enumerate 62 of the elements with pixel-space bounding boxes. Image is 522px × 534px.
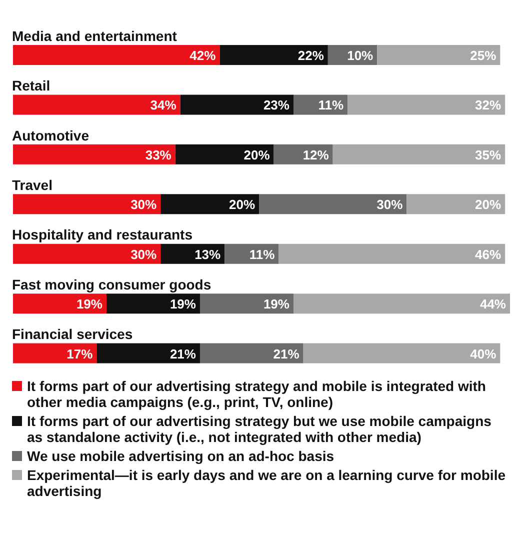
bar bbox=[96, 343, 200, 364]
bar bbox=[180, 94, 294, 115]
bar bbox=[13, 194, 161, 214]
data-label: 32% bbox=[475, 98, 502, 113]
data-label: 22% bbox=[298, 48, 324, 63]
data-label: 12% bbox=[302, 147, 330, 162]
bar bbox=[13, 144, 176, 164]
data-label: 42% bbox=[190, 48, 216, 63]
y-tick-label: Fast moving consumer goods bbox=[12, 276, 212, 292]
data-label: 46% bbox=[475, 246, 502, 262]
data-label: 35% bbox=[475, 147, 502, 162]
data-label: 20% bbox=[244, 147, 270, 162]
bar bbox=[377, 45, 500, 65]
legend-label: It forms part of our advertising strategy and mobile is integrated with other media campaigns (e.g., print, TV, online) bbox=[27, 378, 487, 410]
data-label: 17% bbox=[66, 346, 94, 362]
data-label: 40% bbox=[470, 346, 497, 362]
data-label: 13% bbox=[194, 246, 222, 262]
bar bbox=[13, 343, 97, 364]
data-label: 23% bbox=[263, 98, 290, 113]
data-label: 19% bbox=[263, 296, 290, 312]
y-tick-label: Hospitality and restaurants bbox=[12, 226, 193, 243]
data-label: 21% bbox=[273, 346, 300, 362]
data-label: 33% bbox=[145, 147, 172, 162]
data-label: 20% bbox=[229, 197, 256, 212]
data-label: 11% bbox=[318, 98, 344, 113]
bar bbox=[303, 343, 500, 364]
bar bbox=[220, 45, 328, 65]
bar bbox=[175, 144, 274, 164]
bar bbox=[293, 294, 510, 314]
data-label: 21% bbox=[170, 346, 196, 362]
bar bbox=[200, 294, 294, 314]
data-label: 20% bbox=[475, 197, 502, 212]
bar bbox=[259, 194, 407, 214]
bar bbox=[13, 45, 220, 65]
bar bbox=[406, 194, 506, 214]
bar bbox=[106, 294, 200, 314]
data-label: 34% bbox=[150, 98, 177, 113]
bar bbox=[13, 244, 161, 264]
data-label: 19% bbox=[76, 296, 103, 312]
y-tick-label: Retail bbox=[12, 78, 50, 94]
data-label: 11% bbox=[249, 246, 276, 262]
bar bbox=[13, 94, 180, 115]
data-label: 19% bbox=[170, 296, 196, 312]
bar bbox=[13, 294, 106, 314]
data-label: 30% bbox=[130, 246, 158, 262]
data-label: 10% bbox=[347, 48, 374, 63]
bar bbox=[200, 343, 304, 364]
bar bbox=[160, 194, 260, 214]
legend-label: It forms part of our advertising strategy but we use mobile campaigns as standalone activity (i.e., not integrated with other media) bbox=[27, 413, 492, 445]
data-label: 30% bbox=[130, 197, 158, 212]
y-tick-label: Financial services bbox=[12, 326, 133, 342]
legend-label: Experimental—it is early days and we are on a learning curve for mobile advertising bbox=[27, 467, 507, 499]
data-label: 44% bbox=[480, 296, 506, 312]
legend-label: We use mobile advertising on an ad-hoc basis bbox=[27, 448, 334, 464]
bar bbox=[332, 144, 506, 164]
data-label: 25% bbox=[470, 48, 497, 63]
bar bbox=[348, 94, 506, 115]
y-tick-label: Automotive bbox=[12, 127, 90, 144]
data-label: 30% bbox=[376, 197, 404, 212]
y-tick-label: Media and entertainment bbox=[12, 28, 178, 44]
bar bbox=[278, 244, 506, 264]
y-tick-label: Travel bbox=[12, 177, 52, 193]
